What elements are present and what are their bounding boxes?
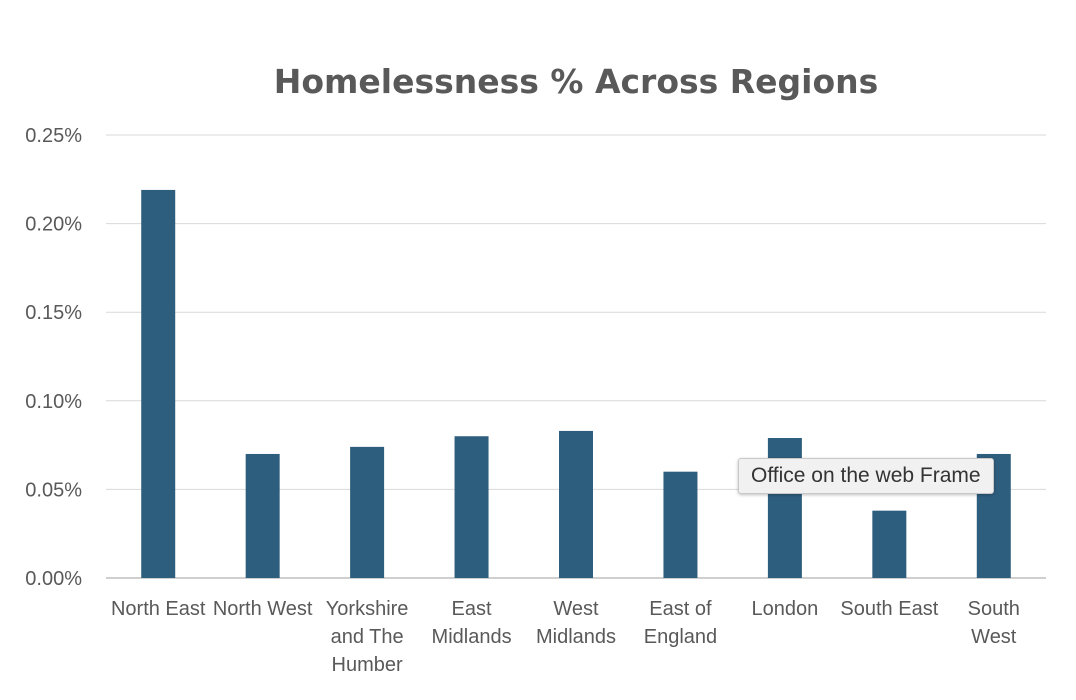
bars (141, 189, 1011, 578)
x-category-label: South West (968, 598, 1020, 648)
x-category-label: South East (840, 598, 938, 620)
y-tick-label: 0.25% (25, 125, 82, 147)
x-category-label: London (752, 598, 819, 620)
x-category-label: East Midlands (432, 598, 512, 648)
x-axis-category-labels: North East North West Yorkshire and The Humb… (111, 598, 1020, 676)
y-tick-label: 0.05% (25, 479, 82, 501)
x-category-label: East of England (644, 598, 717, 648)
chart-title: Homelessness % Across Regions (274, 62, 879, 101)
bar (141, 189, 176, 578)
x-category-label: Yorkshire and The Humber (326, 598, 409, 676)
bar (350, 446, 385, 578)
office-frame-tooltip: Office on the web Frame (738, 458, 994, 494)
bar (663, 471, 698, 578)
y-tick-label: 0.15% (25, 302, 82, 324)
y-tick-label: 0.00% (25, 568, 82, 590)
y-tick-label: 0.10% (25, 391, 82, 413)
x-category-label: North East (111, 598, 206, 620)
x-category-label: North West (213, 598, 313, 620)
bar (454, 436, 489, 578)
bar (559, 430, 593, 578)
y-axis-tick-labels: 0.00% 0.05% 0.10% 0.15% 0.20% 0.25% (25, 125, 82, 590)
x-category-label: West Midlands (536, 598, 616, 648)
bar (872, 510, 907, 578)
bar (245, 453, 280, 578)
y-tick-label: 0.20% (25, 214, 82, 236)
